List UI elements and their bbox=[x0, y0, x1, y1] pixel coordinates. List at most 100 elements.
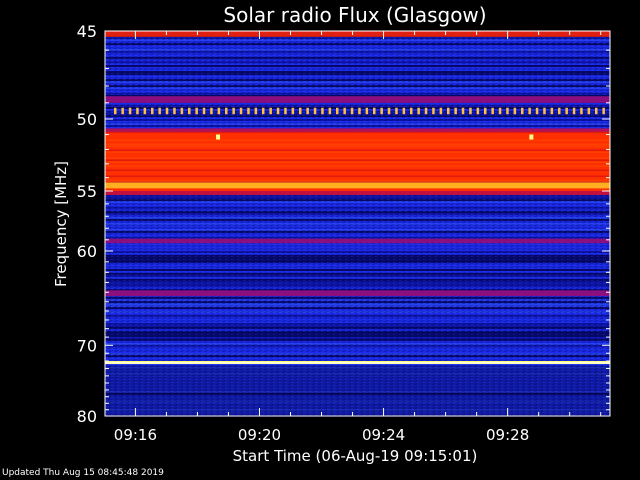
dotted-band-mark bbox=[328, 107, 332, 115]
dotted-band-mark bbox=[587, 107, 591, 115]
dotted-band-mark bbox=[550, 107, 554, 115]
dotted-band-mark bbox=[232, 107, 235, 115]
dotted-band-mark bbox=[165, 107, 169, 115]
y-tick-label: 70 bbox=[77, 336, 97, 355]
band-texture-row bbox=[105, 157, 610, 159]
dotted-band-mark bbox=[269, 107, 272, 115]
dotted-band-mark bbox=[572, 107, 576, 115]
dotted-band-mark bbox=[469, 107, 472, 115]
band-4 bbox=[105, 181, 610, 189]
dotted-band-mark bbox=[513, 107, 517, 115]
dotted-band-mark bbox=[262, 107, 265, 115]
dotted-band-mark bbox=[484, 107, 487, 115]
dotted-band-mark bbox=[299, 107, 302, 115]
x-axis-label: Start Time (06-Aug-19 09:15:01) bbox=[233, 447, 478, 465]
y-tick-label: 80 bbox=[77, 407, 97, 426]
band-texture-row bbox=[105, 181, 610, 183]
dotted-band-mark bbox=[528, 107, 531, 115]
dotted-band-mark bbox=[291, 107, 295, 115]
band-texture-row bbox=[105, 165, 610, 167]
dotted-band-mark bbox=[210, 107, 213, 115]
x-tick-label: 09:24 bbox=[362, 426, 405, 444]
dotted-band-mark bbox=[254, 107, 258, 115]
dotted-band-mark bbox=[395, 107, 398, 115]
band-texture-row bbox=[105, 151, 610, 153]
dotted-band-mark bbox=[410, 107, 413, 115]
dotted-band-mark bbox=[121, 107, 124, 115]
dotted-band-mark bbox=[306, 107, 309, 115]
band-texture-row bbox=[105, 143, 610, 145]
band-texture-row bbox=[105, 169, 610, 171]
plot-frame bbox=[104, 30, 611, 417]
dotted-band-mark bbox=[180, 107, 184, 115]
band-texture-row bbox=[105, 149, 610, 151]
dotted-band-mark bbox=[491, 107, 494, 115]
dotted-band-mark bbox=[535, 107, 539, 115]
band-texture-row bbox=[105, 131, 610, 133]
dotted-band-mark bbox=[313, 107, 317, 115]
dotted-band-mark bbox=[358, 107, 361, 115]
band-5 bbox=[105, 238, 610, 244]
dotted-band-mark bbox=[565, 107, 568, 115]
dotted-band-mark bbox=[321, 107, 324, 115]
y-axis: 45 50 55 60 70 80 bbox=[77, 22, 610, 426]
dotted-band-mark bbox=[595, 107, 598, 115]
dotted-band-mark bbox=[151, 107, 154, 115]
band-edge bbox=[105, 191, 610, 195]
dotted-band-mark bbox=[173, 107, 176, 115]
dotted-band-mark bbox=[417, 107, 420, 115]
dotted-band-mark bbox=[580, 107, 583, 115]
y-axis-label: Frequency [MHz] bbox=[52, 161, 70, 287]
dotted-band-mark bbox=[521, 107, 524, 115]
dotted-band-mark bbox=[447, 107, 450, 115]
x-tick-label: 09:20 bbox=[238, 426, 281, 444]
y-tick-label: 55 bbox=[77, 182, 97, 201]
dotted-band-mark bbox=[202, 107, 206, 115]
dotted-band-mark bbox=[195, 107, 198, 115]
dotted-band-mark bbox=[343, 107, 346, 115]
band-texture-row bbox=[105, 159, 610, 161]
dotted-band-mark bbox=[158, 107, 161, 115]
band-texture-row bbox=[105, 139, 610, 141]
dotted-band-mark bbox=[136, 107, 139, 115]
y-tick-label: 45 bbox=[77, 22, 97, 41]
dotted-band-mark bbox=[602, 107, 605, 115]
dotted-band-mark bbox=[143, 107, 147, 115]
dotted-band-mark bbox=[461, 107, 465, 115]
dotted-band-mark bbox=[424, 107, 428, 115]
y-tick-label: 60 bbox=[77, 242, 97, 261]
dotted-band-mark bbox=[543, 107, 546, 115]
dotted-band-mark bbox=[373, 107, 376, 115]
band-core bbox=[105, 362, 610, 364]
y-tick-label: 50 bbox=[77, 110, 97, 129]
band-3 bbox=[105, 131, 610, 191]
dotted-band-mark bbox=[498, 107, 502, 115]
dotted-band-mark bbox=[276, 107, 280, 115]
band-edge bbox=[105, 128, 610, 132]
x-tick-label: 09:28 bbox=[486, 426, 529, 444]
dotted-band-mark bbox=[439, 107, 443, 115]
dotted-band-mark bbox=[239, 107, 243, 115]
dotted-band-mark bbox=[128, 107, 132, 115]
x-axis: 09:16 09:20 09:24 09:28 bbox=[114, 31, 602, 444]
dotted-band-mark bbox=[380, 107, 383, 115]
dotted-band-mark bbox=[247, 107, 250, 115]
dotted-band-mark bbox=[336, 107, 339, 115]
dotted-band-mark bbox=[454, 107, 457, 115]
dotted-band-mark bbox=[217, 107, 221, 115]
dotted-band-mark bbox=[225, 107, 228, 115]
plot-area bbox=[105, 31, 610, 417]
band-0 bbox=[105, 31, 610, 37]
dotted-band-mark bbox=[558, 107, 561, 115]
band-texture-row bbox=[105, 145, 610, 147]
band-6 bbox=[105, 290, 610, 297]
dotted-band-mark bbox=[402, 107, 406, 115]
x-tick-label: 09:16 bbox=[114, 426, 157, 444]
noise-overlay bbox=[105, 31, 610, 416]
dotted-band-mark bbox=[114, 107, 117, 115]
dotted-band-mark bbox=[350, 107, 354, 115]
bright-spot bbox=[216, 134, 221, 140]
dotted-band-mark bbox=[188, 107, 191, 115]
dotted-band-mark bbox=[432, 107, 435, 115]
